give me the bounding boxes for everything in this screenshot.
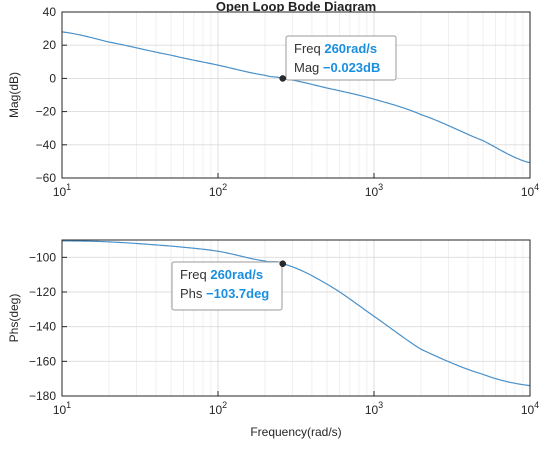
series-line <box>61 31 531 164</box>
y-tick-label: −60 <box>36 171 57 185</box>
y-tick-label: −140 <box>29 320 56 334</box>
x-tick-label: 104 <box>521 182 539 199</box>
y-tick-label: 0 <box>49 71 56 85</box>
phase-panel: 101 102 103 104 −100 −120 −140 −160 −180 Phs(deg)… <box>7 239 539 439</box>
y-tick-label: −160 <box>29 354 56 368</box>
y-tick-label: 40 <box>43 5 57 19</box>
y-tick-label: −40 <box>36 138 57 152</box>
y-tick-label: −120 <box>29 285 56 299</box>
x-tick-label: 102 <box>209 182 227 199</box>
x-tick-label: 101 <box>53 400 71 417</box>
y-tick-label: −100 <box>29 250 56 264</box>
datatip-line: Freq 260rad/s <box>180 267 263 282</box>
y-tick-label: 20 <box>43 38 57 52</box>
x-tick-label: 103 <box>365 400 383 417</box>
y-tick-label: −180 <box>29 389 56 403</box>
plot-area <box>62 240 530 396</box>
series-line <box>61 240 531 387</box>
datatip-box <box>285 35 397 81</box>
x-tick-label: 101 <box>53 182 71 199</box>
chart-title: Open Loop Bode Diagram <box>216 0 376 14</box>
datatip-marker <box>279 75 286 82</box>
datatip-line: Freq 260rad/s <box>294 41 377 56</box>
datatip-line: Mag −0.023dB <box>294 60 380 75</box>
magnitude-panel: Open Loop Bode Diagram 101 102 103 104 40 20 0 −… <box>7 0 539 199</box>
x-axis-label: Frequency(rad/s) <box>250 425 341 439</box>
x-tick-label: 104 <box>521 400 539 417</box>
y-axis-label: Phs(deg) <box>7 294 21 343</box>
axes-box <box>61 11 531 179</box>
x-tick-label: 103 <box>365 182 383 199</box>
axes-box <box>61 239 531 397</box>
datatip-line: Phs −103.7deg <box>180 286 269 301</box>
x-tick-label: 102 <box>209 400 227 417</box>
datatip-box <box>171 261 283 311</box>
y-tick-label: −20 <box>36 105 57 119</box>
y-axis-label: Mag(dB) <box>7 72 21 118</box>
datatip-marker <box>279 260 286 267</box>
